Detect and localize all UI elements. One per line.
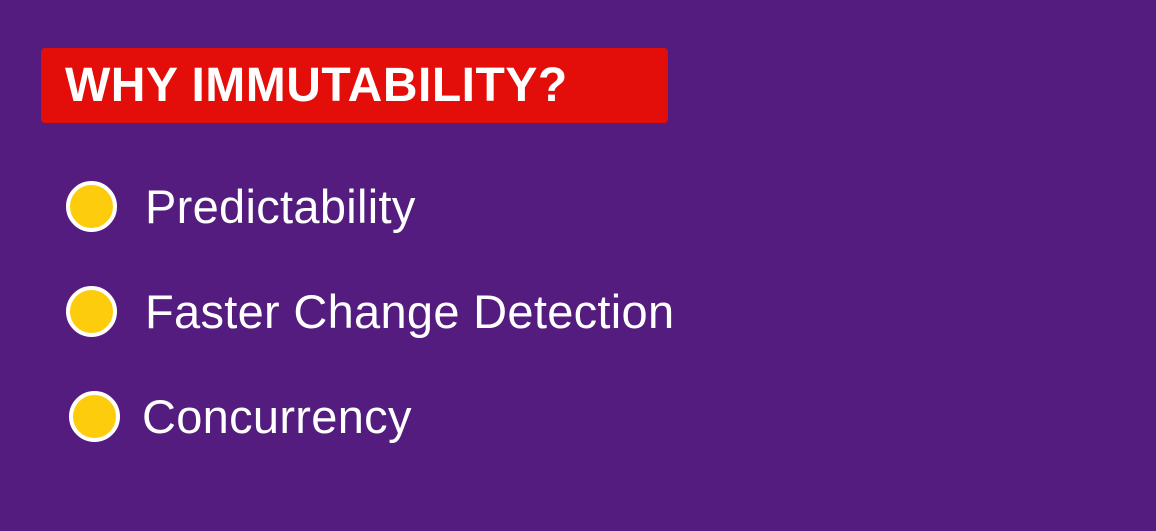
bullet-dot-icon [66,180,117,232]
bullet-label: Faster Change Detection [145,284,675,338]
bullet-item-concurrency: Concurrency [69,386,412,446]
slide-title: WHY IMMUTABILITY? [65,58,568,112]
bullet-dot-icon [69,390,120,442]
bullet-label: Concurrency [142,389,412,443]
title-banner: WHY IMMUTABILITY? [41,48,668,123]
bullet-label: Predictability [145,179,416,233]
bullet-dot-icon [66,285,117,337]
bullet-item-faster-change-detection: Faster Change Detection [66,281,674,341]
bullet-item-predictability: Predictability [66,176,416,236]
